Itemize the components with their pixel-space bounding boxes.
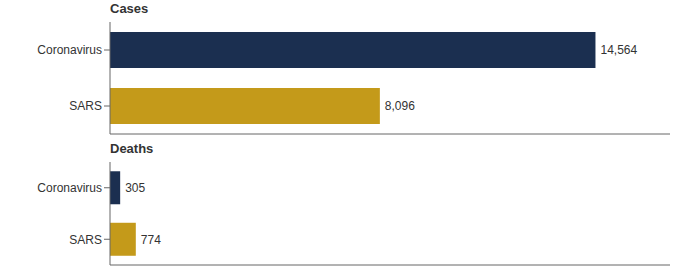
svg-text:8,096: 8,096 — [385, 99, 415, 113]
svg-text:14,564: 14,564 — [600, 43, 637, 57]
svg-text:SARS: SARS — [69, 233, 102, 247]
svg-text:Coronavirus: Coronavirus — [37, 181, 102, 195]
html-text:Cases: Cases — [110, 1, 149, 16]
html-text:Deaths: Deaths — [110, 141, 154, 156]
svg-text:305: 305 — [125, 181, 145, 195]
svg-text:SARS: SARS — [69, 99, 102, 113]
svg-text:774: 774 — [141, 233, 161, 247]
svg-text:Coronavirus: Coronavirus — [37, 43, 102, 57]
